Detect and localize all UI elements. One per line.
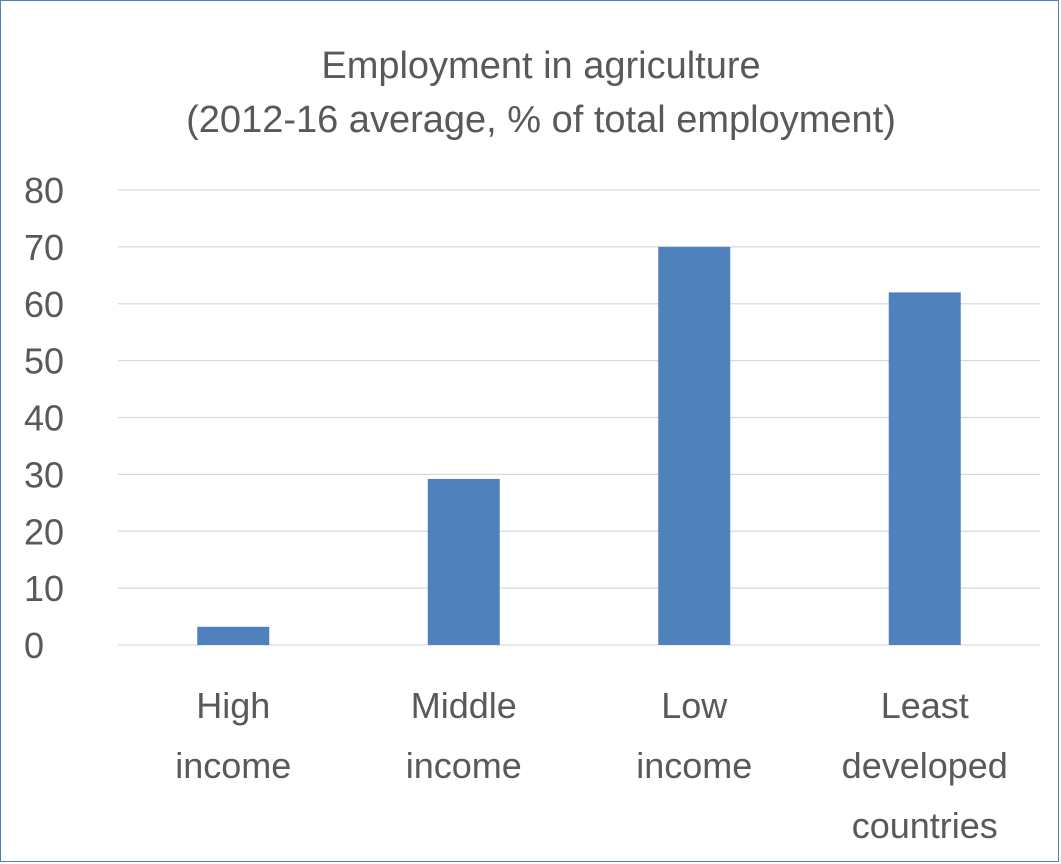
bar-0 [197, 626, 270, 645]
y-tick-label-70: 70 [24, 227, 64, 268]
y-tick-label-50: 50 [24, 341, 64, 382]
bar-2 [658, 246, 731, 645]
x-tick-label-1: Middle income [406, 685, 522, 786]
y-tick-label-30: 30 [24, 454, 64, 495]
bar-3 [888, 292, 961, 645]
x-tick-label-2: Low income [636, 685, 752, 786]
y-tick-label-10: 10 [24, 568, 64, 609]
y-tick-label-0: 0 [24, 625, 44, 666]
y-tick-label-80: 80 [24, 170, 64, 211]
chart-title: Employment in agriculture (2012-16 avera… [1, 39, 1061, 147]
chart-title-line-1: Employment in agriculture [321, 45, 761, 87]
y-tick-label-40: 40 [24, 398, 64, 439]
x-tick-label-0: High income [175, 685, 291, 786]
chart-title-line-2: (2012-16 average, % of total employment) [186, 99, 896, 141]
y-tick-label-20: 20 [24, 511, 64, 552]
bar-1 [427, 478, 500, 645]
x-tick-label-3: Least developed countries [842, 685, 1008, 846]
y-tick-label-60: 60 [24, 284, 64, 325]
